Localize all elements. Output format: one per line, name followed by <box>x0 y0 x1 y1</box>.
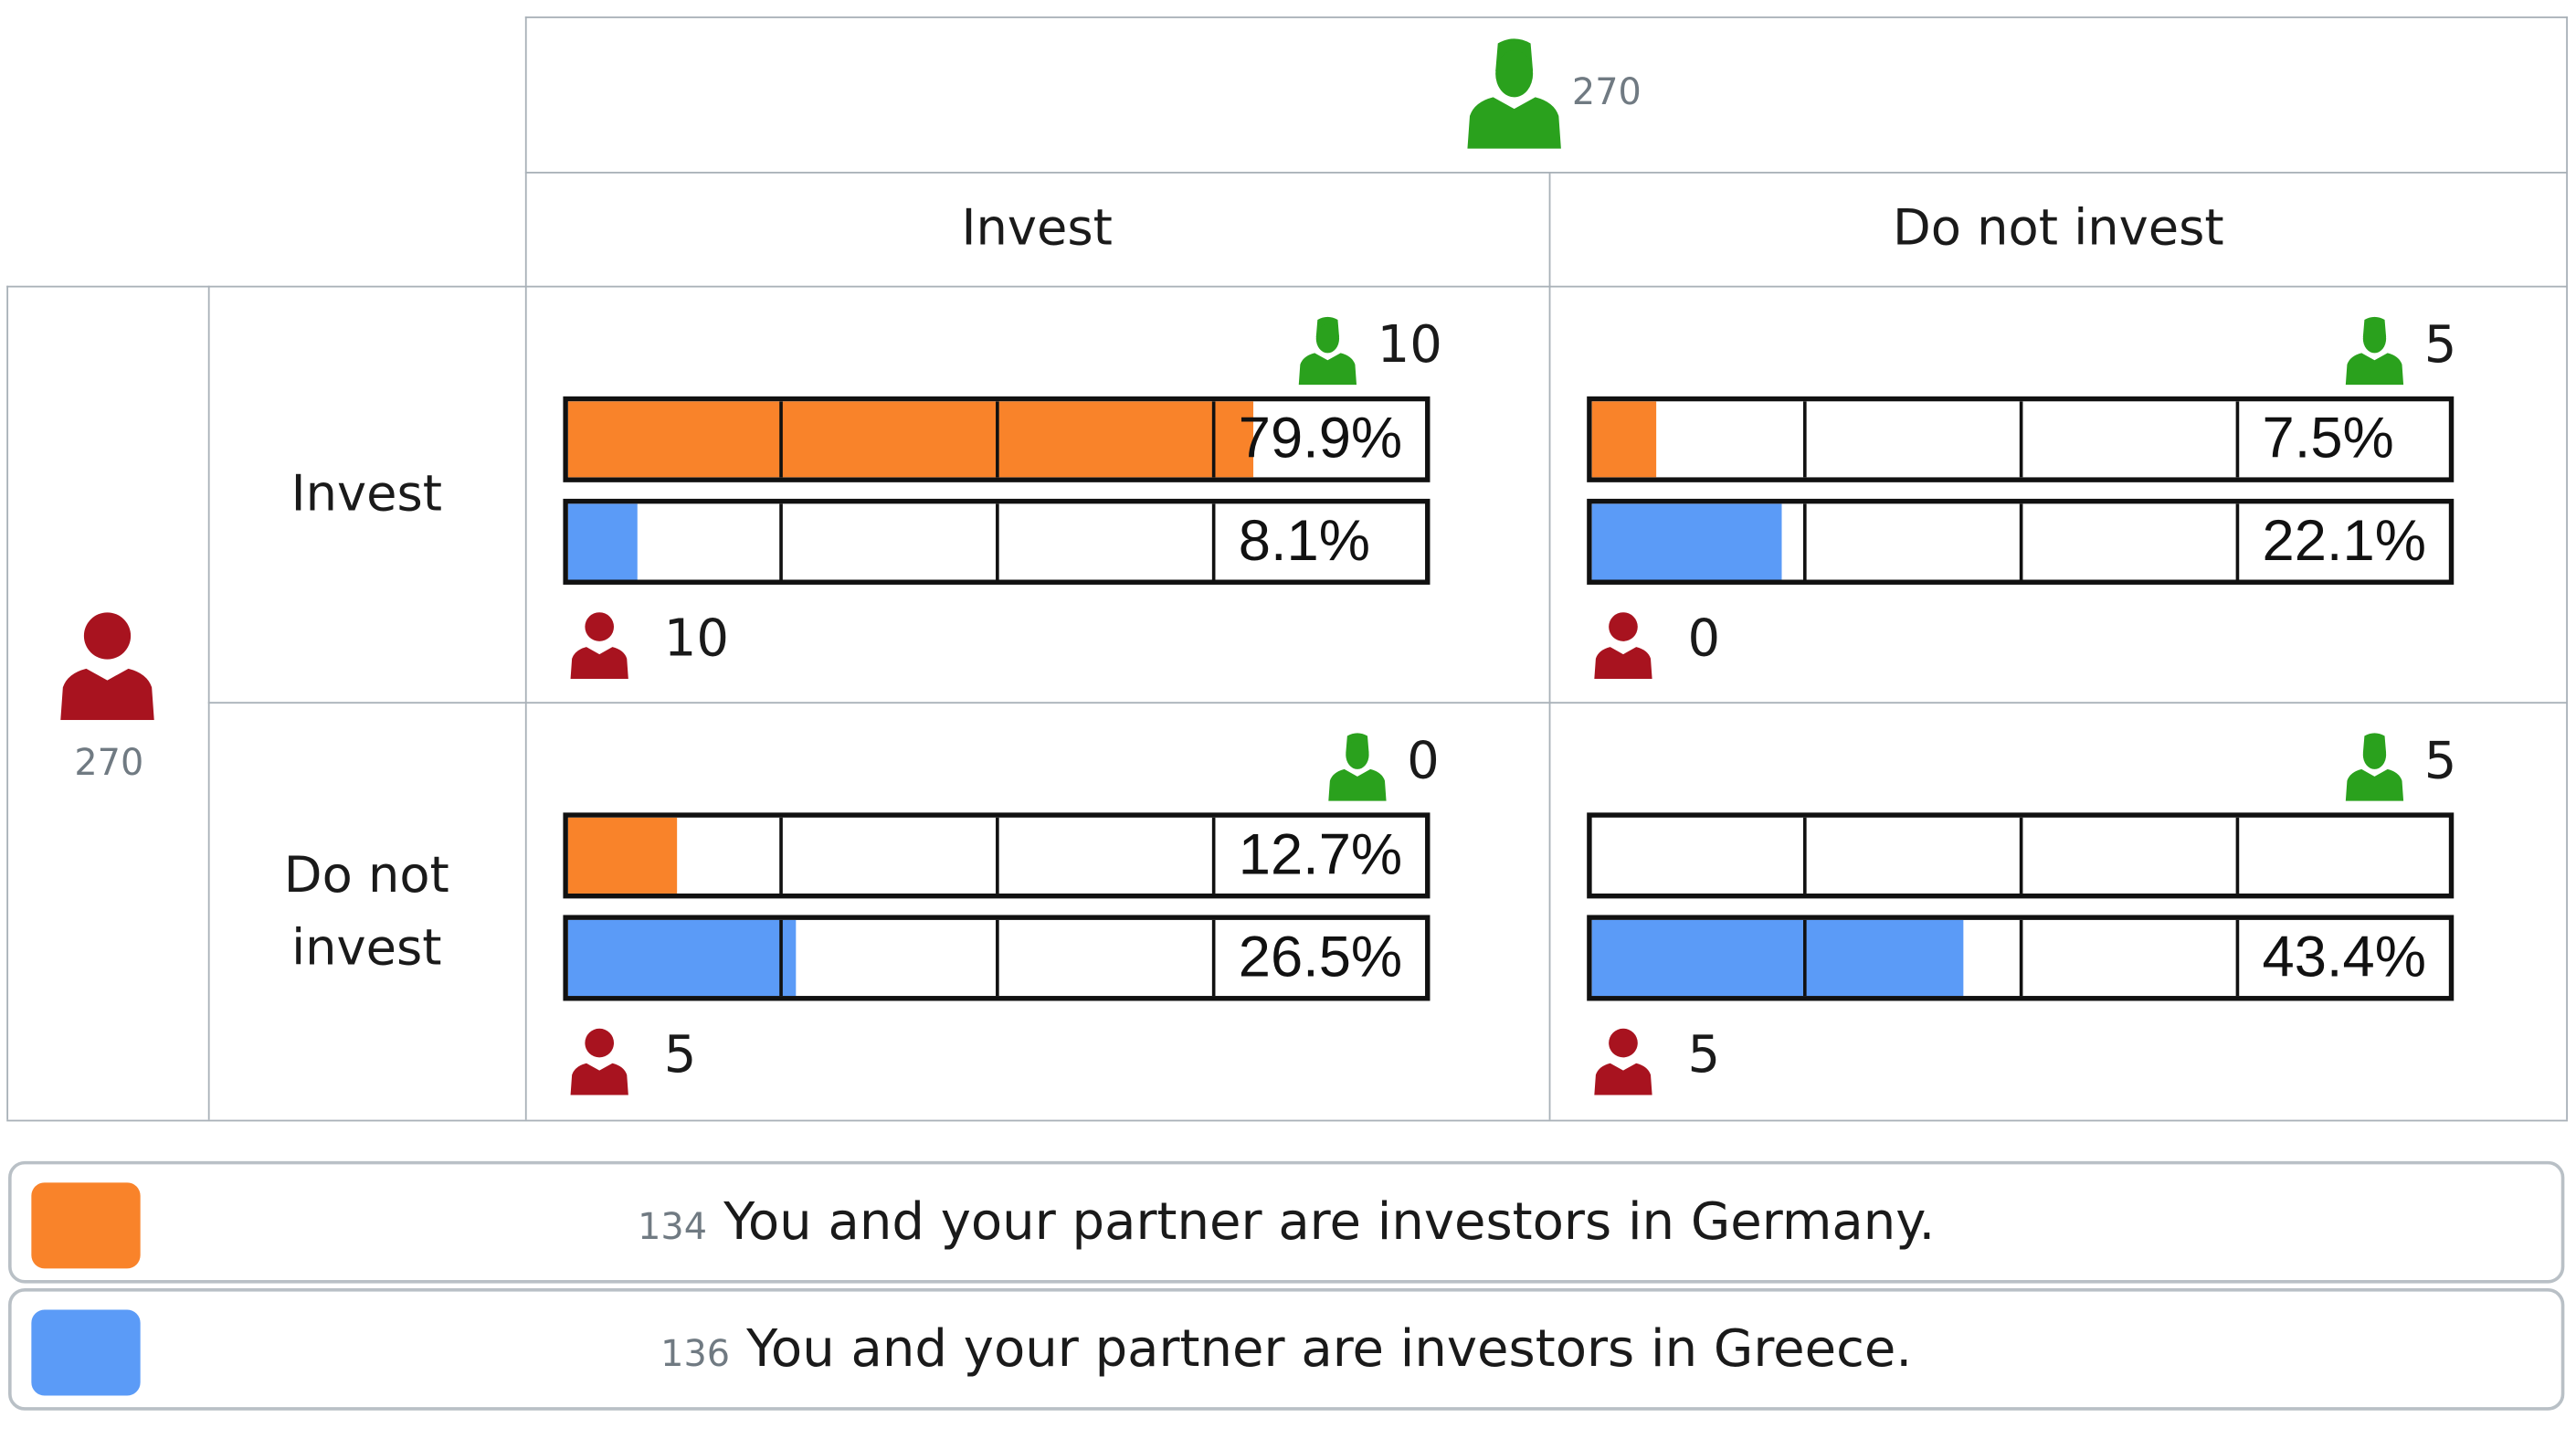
grid-line <box>2566 16 2568 1120</box>
legend-label-germany: You and your partner are investors in Ge… <box>723 1192 1936 1253</box>
green-person-icon <box>1298 315 1357 386</box>
germany-bar: 12.7% <box>563 812 1431 899</box>
legend-count-germany: 134 <box>638 1207 708 1249</box>
germany-bar-fill <box>1591 401 1656 478</box>
germany-value-label: 79.9% <box>1238 406 1403 471</box>
grid-line <box>6 1119 2568 1122</box>
greece-bar: 8.1% <box>563 498 1431 585</box>
greece-bar-fill <box>567 919 796 997</box>
legend-swatch-germany <box>31 1182 141 1269</box>
grid-line <box>524 16 527 1120</box>
side-player-payoff: 10 <box>663 609 730 670</box>
cell-do-not-invest-do-not-invest: 5 43.4% 5 <box>1549 702 2568 1119</box>
side-player-payoff: 5 <box>1687 1025 1721 1085</box>
greece-value-label: 22.1% <box>2262 508 2426 574</box>
cell-invest-do-not-invest: 5 7.5% 22.1% 0 <box>1549 286 2568 703</box>
germany-bar-fill <box>567 401 1253 478</box>
top-player-payoff: 0 <box>1407 731 1440 791</box>
green-person-icon <box>1466 37 1562 149</box>
red-person-icon <box>570 1026 629 1095</box>
grid-line <box>1548 172 1551 1120</box>
row-label-do-not-invest: Do not invest <box>283 847 449 979</box>
grid-line <box>524 16 2568 18</box>
green-person-icon <box>2345 315 2404 386</box>
side-player-count: 270 <box>74 743 144 785</box>
green-person-icon <box>1327 732 1387 801</box>
greece-bar-fill <box>1591 919 1964 997</box>
side-player-payoff: 0 <box>1687 609 1721 670</box>
green-person-icon <box>2345 732 2404 801</box>
germany-value-label: 12.7% <box>1238 822 1403 887</box>
legend-item-greece: 136 You and your partner are investors in… <box>8 1288 2565 1411</box>
row-label-invest: Invest <box>290 465 442 524</box>
red-person-icon <box>1593 609 1652 679</box>
grid-line <box>6 285 9 1120</box>
germany-value-label: 7.5% <box>2262 406 2394 471</box>
red-person-icon <box>1593 1026 1652 1095</box>
grid-line <box>207 285 210 1120</box>
grid-line <box>6 285 2568 288</box>
greece-bar-fill <box>567 503 638 580</box>
side-player-payoff: 5 <box>663 1025 697 1085</box>
legend-item-germany: 134 You and your partner are investors in… <box>8 1160 2565 1284</box>
germany-bar-fill <box>567 817 677 894</box>
top-player-payoff: 5 <box>2423 315 2457 376</box>
cell-invest-invest: 10 79.9% 8.1% 10 <box>525 286 1549 703</box>
greece-bar: 26.5% <box>563 915 1431 1001</box>
greece-value-label: 8.1% <box>1238 508 1370 574</box>
greece-bar: 22.1% <box>1587 498 2455 585</box>
column-label-do-not-invest: Do not invest <box>1892 199 2224 259</box>
grid-line <box>524 172 2568 174</box>
germany-bar: 79.9% <box>563 396 1431 482</box>
cell-do-not-invest-invest: 0 12.7% 26.5% 5 <box>525 702 1549 1119</box>
top-player-count: 270 <box>1571 72 1642 114</box>
grid-line <box>207 702 2568 704</box>
column-label-invest: Invest <box>961 199 1113 259</box>
germany-bar <box>1587 812 2455 899</box>
greece-value-label: 26.5% <box>1238 925 1403 989</box>
top-player-payoff: 10 <box>1377 315 1442 376</box>
legend-count-greece: 136 <box>660 1334 731 1376</box>
legend-label-greece: You and your partner are investors in Gr… <box>746 1319 1913 1380</box>
greece-value-label: 43.4% <box>2262 925 2426 989</box>
germany-bar: 7.5% <box>1587 396 2455 482</box>
top-player-payoff: 5 <box>2423 731 2457 791</box>
greece-bar: 43.4% <box>1587 915 2455 1001</box>
red-person-icon <box>570 609 629 679</box>
red-person-icon <box>59 608 155 721</box>
legend-swatch-greece <box>31 1309 141 1396</box>
greece-bar-fill <box>1591 503 1781 580</box>
